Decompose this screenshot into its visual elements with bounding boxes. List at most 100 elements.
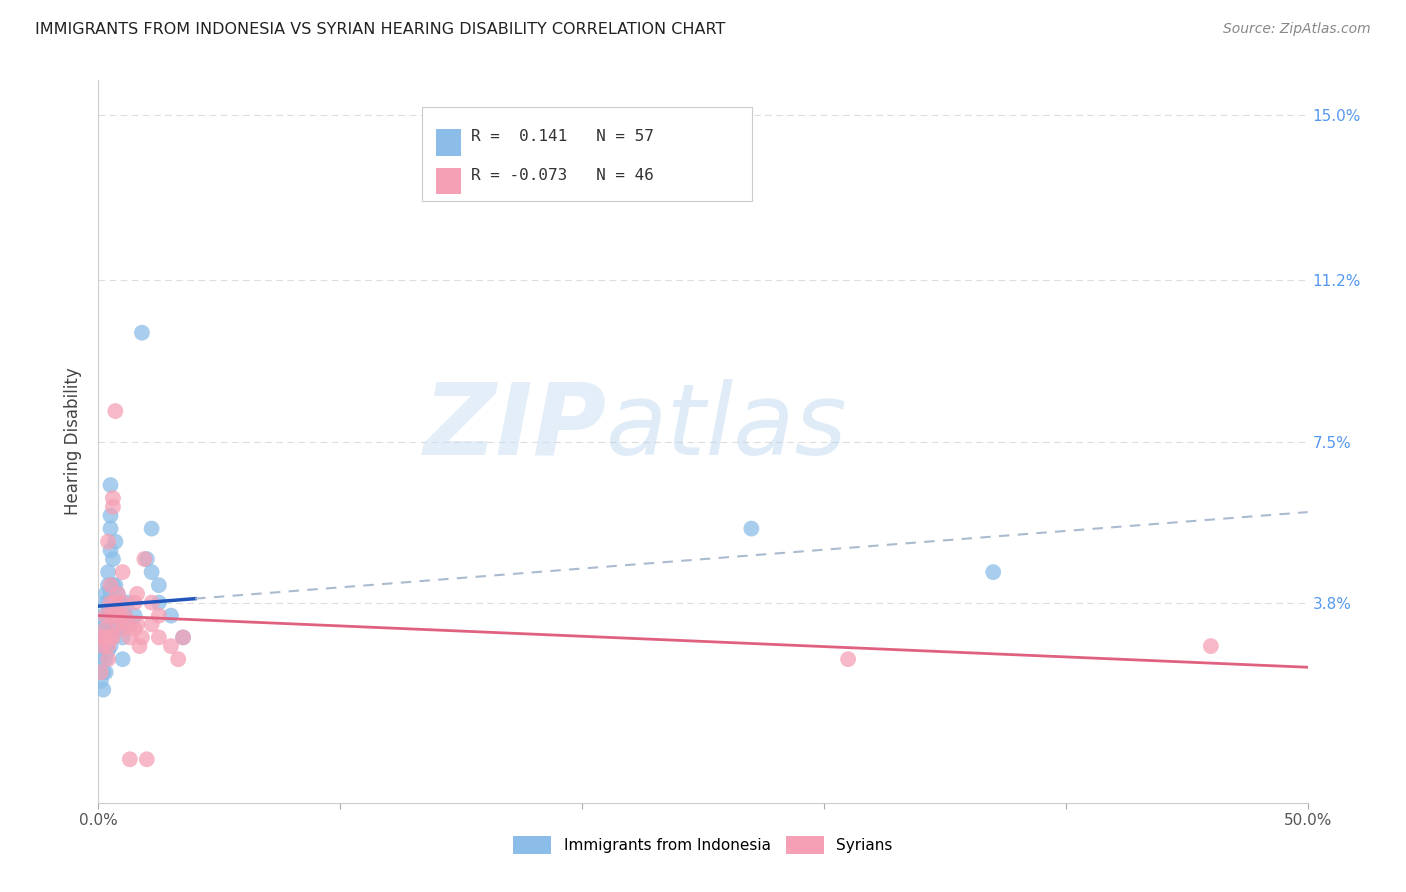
Point — [97, 596, 120, 610]
Point — [148, 596, 170, 610]
Point — [100, 508, 122, 523]
Point — [111, 622, 134, 636]
Point — [97, 578, 120, 592]
Point — [101, 552, 124, 566]
Point — [94, 617, 117, 632]
Text: R =  0.141   N = 57: R = 0.141 N = 57 — [471, 129, 654, 145]
Legend: Immigrants from Indonesia, Syrians: Immigrants from Indonesia, Syrians — [508, 830, 898, 860]
Point — [118, 631, 141, 645]
Point — [94, 639, 117, 653]
Point — [94, 608, 117, 623]
Point — [100, 578, 122, 592]
Point — [97, 652, 120, 666]
Point — [100, 639, 122, 653]
Point — [104, 404, 127, 418]
Point — [167, 652, 190, 666]
Point — [127, 617, 149, 632]
Point — [91, 631, 114, 645]
Point — [101, 631, 124, 645]
Point — [97, 631, 120, 645]
Point — [97, 622, 120, 636]
Point — [101, 596, 124, 610]
Point — [91, 622, 114, 636]
Point — [135, 552, 157, 566]
Point — [124, 596, 146, 610]
Point — [131, 326, 153, 340]
Point — [100, 608, 122, 623]
Point — [114, 608, 136, 623]
Point — [101, 491, 124, 505]
Point — [148, 631, 170, 645]
Point — [94, 587, 117, 601]
Point — [90, 652, 112, 666]
Point — [91, 665, 114, 680]
Point — [97, 639, 120, 653]
Point — [160, 608, 183, 623]
Point — [94, 596, 117, 610]
Text: Source: ZipAtlas.com: Source: ZipAtlas.com — [1223, 22, 1371, 37]
Point — [97, 534, 120, 549]
Point — [107, 622, 129, 636]
Point — [141, 565, 163, 579]
Point — [160, 639, 183, 653]
Point — [118, 617, 141, 632]
Point — [100, 543, 122, 558]
Point — [104, 608, 127, 623]
Point — [94, 665, 117, 680]
Text: atlas: atlas — [606, 378, 848, 475]
Point — [127, 587, 149, 601]
Point — [141, 522, 163, 536]
Point — [104, 596, 127, 610]
Point — [128, 639, 150, 653]
Point — [100, 631, 122, 645]
Point — [101, 578, 124, 592]
Point — [111, 596, 134, 610]
Point — [90, 665, 112, 680]
Point — [124, 622, 146, 636]
Point — [124, 608, 146, 623]
Point — [91, 608, 114, 623]
Point — [100, 587, 122, 601]
Point — [111, 652, 134, 666]
Point — [111, 631, 134, 645]
Point — [108, 608, 131, 623]
Point — [97, 565, 120, 579]
Point — [148, 578, 170, 592]
Text: ZIP: ZIP — [423, 378, 606, 475]
Point — [97, 643, 120, 657]
Point — [90, 639, 112, 653]
Point — [101, 622, 124, 636]
Point — [104, 578, 127, 592]
Point — [100, 522, 122, 536]
Point — [114, 608, 136, 623]
Point — [94, 631, 117, 645]
Point — [107, 587, 129, 601]
Point — [94, 631, 117, 645]
Point — [107, 587, 129, 601]
Point — [117, 596, 139, 610]
Point — [104, 596, 127, 610]
Point — [100, 617, 122, 632]
Text: R = -0.073   N = 46: R = -0.073 N = 46 — [471, 168, 654, 183]
Point — [1199, 639, 1222, 653]
Point — [108, 596, 131, 610]
Point — [131, 631, 153, 645]
Point — [111, 565, 134, 579]
Point — [117, 617, 139, 632]
Point — [91, 639, 114, 653]
Point — [91, 682, 114, 697]
Point — [740, 522, 762, 536]
Point — [118, 752, 141, 766]
Point — [107, 617, 129, 632]
Point — [981, 565, 1004, 579]
Point — [100, 604, 122, 618]
Point — [141, 596, 163, 610]
Point — [97, 608, 120, 623]
Point — [94, 652, 117, 666]
Text: IMMIGRANTS FROM INDONESIA VS SYRIAN HEARING DISABILITY CORRELATION CHART: IMMIGRANTS FROM INDONESIA VS SYRIAN HEAR… — [35, 22, 725, 37]
Point — [94, 622, 117, 636]
Point — [135, 752, 157, 766]
Point — [837, 652, 859, 666]
Point — [100, 478, 122, 492]
Point — [104, 608, 127, 623]
